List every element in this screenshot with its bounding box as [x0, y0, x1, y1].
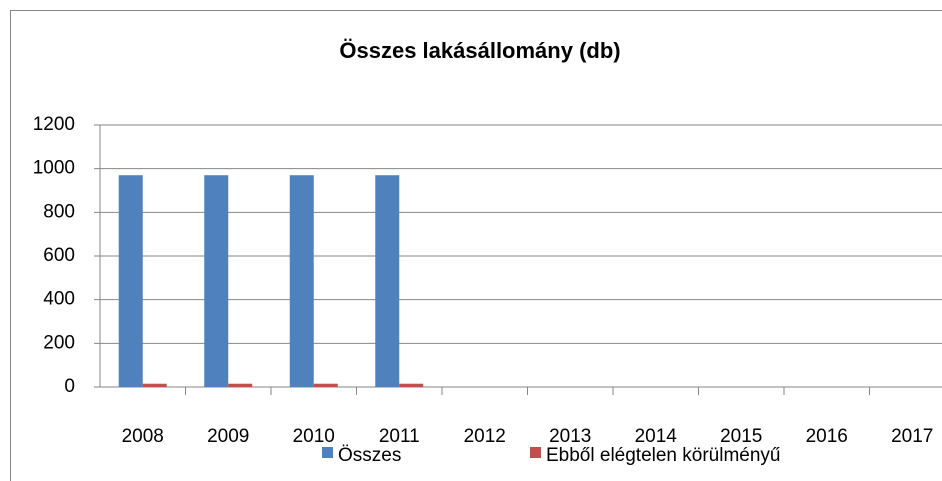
bar — [204, 175, 229, 387]
bar — [289, 175, 314, 387]
y-tick-label: 400 — [43, 289, 75, 310]
x-tick-label: 2012 — [464, 426, 506, 447]
bar — [399, 383, 424, 387]
y-tick-label: 200 — [43, 332, 75, 353]
legend-swatch — [322, 447, 333, 458]
x-tick-label: 2014 — [635, 426, 678, 447]
x-tick-label: 2010 — [293, 426, 335, 447]
bar — [118, 175, 143, 387]
legend-label: Összes — [338, 445, 401, 466]
bar — [313, 383, 338, 387]
x-tick-label: 2015 — [720, 426, 762, 447]
x-tick-label: 2016 — [806, 426, 848, 447]
y-tick-label: 0 — [64, 376, 75, 397]
bar — [142, 383, 167, 387]
bar — [228, 383, 253, 387]
y-tick-label: 1200 — [33, 114, 75, 135]
x-tick-label: 2009 — [207, 426, 249, 447]
chart-title: Összes lakásállomány (db) — [339, 38, 620, 63]
x-tick-label: 2013 — [549, 426, 591, 447]
y-tick-label: 1000 — [33, 158, 75, 179]
x-tick-label: 2008 — [122, 426, 164, 447]
y-tick-label: 800 — [43, 201, 75, 222]
x-tick-label: 2017 — [891, 426, 933, 447]
y-tick-label: 600 — [43, 245, 75, 266]
chart-frame — [10, 10, 942, 481]
legend-label: Ebből elégtelen körülményű — [546, 445, 781, 466]
bar — [375, 175, 400, 387]
x-tick-label: 2011 — [379, 426, 420, 447]
legend-swatch — [530, 447, 541, 458]
